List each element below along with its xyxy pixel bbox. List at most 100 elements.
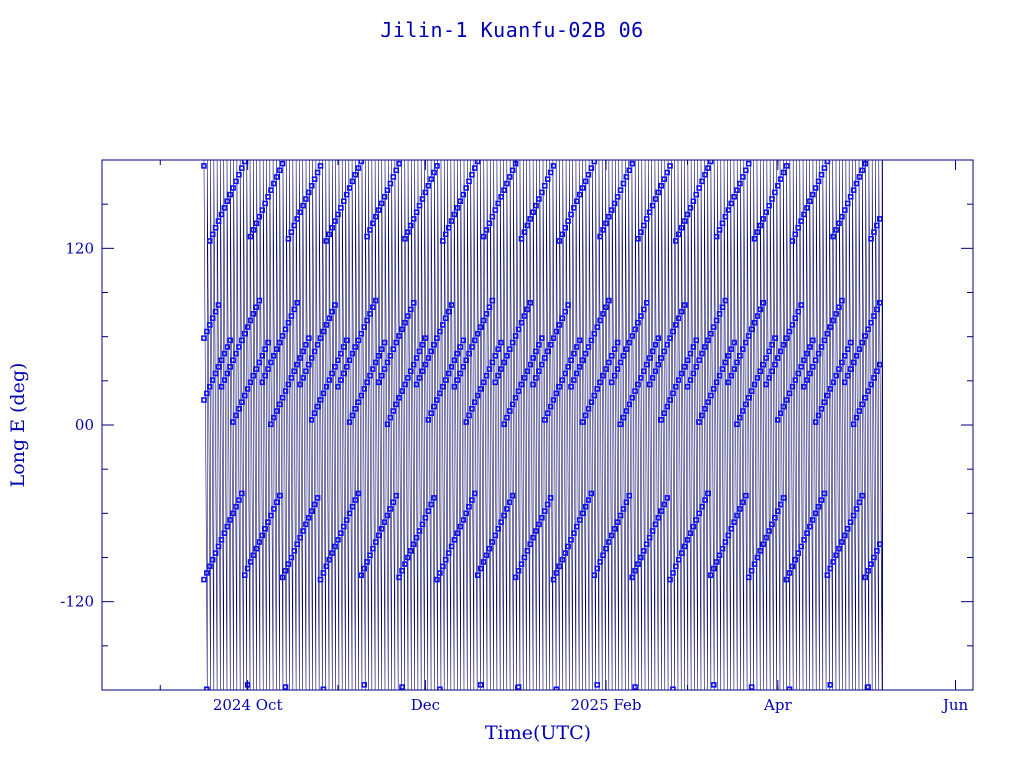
track-marker [437,570,443,576]
track-marker [675,556,682,563]
track-marker [241,572,248,578]
track-marker [335,211,341,218]
track-marker [757,368,764,375]
track-marker [422,335,429,341]
track-marker [670,328,676,335]
track-marker [556,322,563,328]
track-marker [597,317,603,324]
track-marker [361,324,367,330]
track-marker [562,308,568,315]
track-marker [247,317,254,324]
track-marker [871,554,877,561]
track-marker [859,339,866,346]
track-marker [314,169,321,176]
track-marker [827,682,834,688]
track-marker [769,368,775,375]
track-marker [725,353,732,359]
track-marker [256,539,263,545]
track-marker [608,353,615,359]
track-marker [710,565,717,572]
track-marker [705,399,711,405]
track-marker [477,324,484,330]
track-marker [646,355,653,361]
track-marker [375,207,382,213]
track-marker [754,313,761,319]
track-marker [839,297,845,304]
track-marker [740,499,746,506]
track-marker [233,350,239,357]
track-marker [868,319,874,326]
track-marker [338,377,344,383]
track-marker [582,412,589,419]
track-marker [696,185,702,191]
track-marker [413,381,420,388]
track-marker [448,543,455,550]
track-marker [859,492,866,499]
track-marker [641,368,647,375]
track-marker [474,160,481,165]
track-marker [667,335,673,341]
track-marker [690,370,697,377]
track-marker [253,545,260,552]
track-marker [451,211,458,218]
track-marker [678,550,685,556]
track-marker [463,419,469,425]
track-marker [472,399,478,405]
track-marker [623,408,630,414]
track-marker [641,222,647,229]
track-marker [306,189,312,196]
track-marker [809,364,816,370]
track-marker [367,372,373,379]
track-marker [620,180,627,187]
track-marker [699,503,705,510]
track-marker [294,541,300,548]
track-marker [783,576,790,583]
track-marker [807,523,813,530]
track-marker [789,383,796,390]
track-marker [282,684,289,690]
track-marker [623,346,630,352]
y-axis-ticks: 120 00 -120 [60,203,973,647]
track-marker [559,556,566,563]
track-marker [626,167,633,174]
track-marker [734,187,740,193]
track-marker [815,412,822,419]
track-marker [675,315,682,322]
track-marker [568,383,574,390]
track-marker [571,350,577,357]
track-marker [818,344,825,350]
track-marker [684,211,691,218]
track-marker [754,554,761,561]
track-marker [303,196,309,202]
track-marker [474,392,481,399]
track-marker [437,686,443,690]
track-marker [827,324,834,330]
track-marker [346,357,353,364]
track-marker [326,556,333,563]
track-marker [710,682,717,688]
track-marker [349,412,356,419]
track-marker [489,539,496,545]
track-marker [725,532,732,539]
track-marker [244,324,251,330]
track-marker [399,326,405,333]
x-tick-label: 2024 Oct [213,696,283,714]
track-marker [265,519,271,525]
track-marker [792,377,799,383]
track-marker [705,490,711,497]
track-marker [273,174,280,180]
x-tick-label: 2025 Feb [570,696,641,714]
track-marker [678,308,685,315]
track-marker [501,512,507,519]
track-marker [745,333,752,339]
track-marker [713,379,720,386]
track-marker [632,567,638,574]
track-marker [306,335,312,341]
track-marker [340,344,347,350]
track-marker [466,178,472,185]
track-marker [440,563,446,570]
track-marker [460,191,467,198]
track-marker [571,530,577,537]
track-marker [507,499,513,506]
track-marker [524,306,531,313]
